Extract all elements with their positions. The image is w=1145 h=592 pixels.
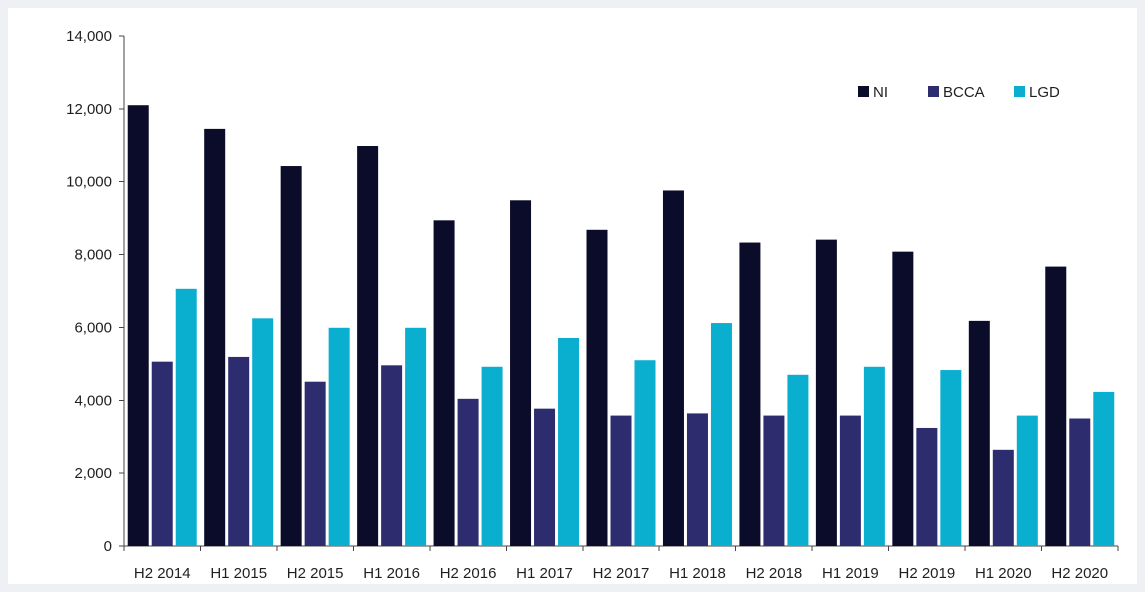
- bar-bcca-h2-2020: [1069, 418, 1091, 546]
- bar-ni-h1-2016: [357, 146, 379, 546]
- bar-ni-h2-2019: [892, 251, 914, 546]
- chart-container: 0 2,000 4,000 6,000 8,000 10,000 12,000 14,000 …: [8, 8, 1137, 584]
- x-tick-label: H1 2016: [363, 565, 420, 582]
- legend-box: [826, 56, 1096, 124]
- legend-label-lgd: LGD: [1029, 84, 1060, 101]
- legend-swatch-lgd: [1014, 86, 1025, 97]
- bar-lgd-h2-2017: [634, 360, 656, 546]
- bar-lgd-h1-2018: [710, 323, 732, 546]
- bar-bcca-h2-2017: [610, 415, 632, 546]
- bar-ni-h1-2018: [662, 190, 684, 546]
- bar-ni-h2-2014: [127, 105, 149, 546]
- bar-bcca-h2-2016: [457, 398, 479, 546]
- y-tick-label: 6,000: [74, 319, 112, 336]
- bar-lgd-h2-2019: [940, 370, 962, 546]
- bar-bcca-h1-2017: [534, 408, 556, 546]
- legend-swatch-bcca: [928, 86, 939, 97]
- bar-bcca-h1-2019: [839, 415, 861, 546]
- x-tick-label: H1 2017: [516, 565, 573, 582]
- y-axis: 0 2,000 4,000 6,000 8,000 10,000 12,000 14,000: [66, 28, 125, 555]
- legend-label-ni: NI: [873, 84, 888, 101]
- bar-lgd-h2-2020: [1093, 391, 1115, 546]
- bar-chart: 02,0004,0006,0008,00010,00012,00014,000 …: [66, 28, 1119, 582]
- bar-bcca-h1-2016: [381, 365, 403, 546]
- y-tick-label: 12,000: [66, 101, 112, 118]
- bar-bcca-h2-2014: [151, 361, 173, 546]
- bar-lgd-h2-2015: [328, 327, 350, 546]
- y-tick-label: 14,000: [66, 28, 112, 45]
- bar-lgd-h2-2014: [175, 288, 197, 546]
- bar-bcca-h2-2019: [916, 427, 938, 546]
- x-tick-label: H2 2017: [593, 565, 650, 582]
- y-tick-label: 10,000: [66, 174, 112, 191]
- legend-label-bcca: BCCA: [943, 84, 985, 101]
- bar-lgd-h1-2016: [405, 327, 427, 546]
- y-tick-label: 8,000: [74, 247, 112, 264]
- bar-bcca-h1-2020: [992, 449, 1014, 546]
- y-tick-label: 4,000: [74, 392, 112, 409]
- bar-ni-h1-2015: [204, 128, 226, 546]
- bar-ni-h1-2020: [968, 320, 990, 546]
- bar-ni-h2-2017: [586, 229, 608, 547]
- y-tick-label: 2,000: [74, 465, 112, 482]
- bar-ni-h2-2015: [280, 166, 302, 547]
- x-tick-label: H2 2020: [1051, 565, 1108, 582]
- x-tick-label: H2 2018: [746, 565, 803, 582]
- bar-lgd-h1-2020: [1016, 415, 1038, 546]
- x-tick-label: H1 2015: [210, 565, 267, 582]
- bar-lgd-h1-2015: [252, 318, 274, 546]
- bar-bcca-h2-2015: [304, 381, 326, 546]
- legend: NI BCCA LGD: [826, 56, 1096, 124]
- bar-ni-h2-2018: [739, 242, 761, 547]
- x-tick-label: H1 2020: [975, 565, 1032, 582]
- bar-bcca-h1-2018: [686, 413, 708, 546]
- x-tick-label: H2 2015: [287, 565, 344, 582]
- bar-lgd-h2-2018: [787, 374, 809, 546]
- x-tick-label: H1 2019: [822, 565, 879, 582]
- bar-lgd-h1-2019: [863, 366, 885, 546]
- bar-ni-h1-2017: [510, 200, 532, 547]
- bar-bcca-h2-2018: [763, 415, 785, 546]
- bar-lgd-h2-2016: [481, 366, 503, 546]
- bar-ni-h1-2019: [815, 239, 837, 546]
- x-tick-label: H2 2016: [440, 565, 497, 582]
- x-tick-label: H2 2014: [134, 565, 191, 582]
- bar-ni-h2-2016: [433, 220, 455, 547]
- legend-swatch-ni: [858, 86, 869, 97]
- bars: [127, 105, 1115, 547]
- x-tick-label: H2 2019: [898, 565, 955, 582]
- x-axis: H2 2014 H1 2015 H2 2015 H1 2016 H2 2016 H1 20…: [123, 545, 1119, 582]
- x-tick-label: H1 2018: [669, 565, 726, 582]
- bar-bcca-h1-2015: [228, 356, 250, 546]
- bar-lgd-h1-2017: [558, 337, 580, 546]
- y-tick-label: 0: [104, 538, 112, 555]
- bar-ni-h2-2020: [1045, 266, 1067, 546]
